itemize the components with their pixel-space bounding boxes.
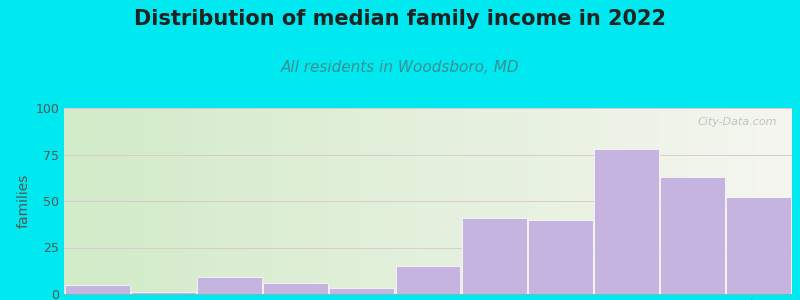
Bar (131, 292, 196, 294)
Bar (65, 285, 130, 294)
Bar (263, 283, 328, 294)
Bar (594, 149, 659, 294)
Bar (726, 197, 791, 294)
Text: City-Data.com: City-Data.com (698, 117, 778, 127)
Bar (462, 218, 526, 294)
Bar (395, 266, 461, 294)
Text: All residents in Woodsboro, MD: All residents in Woodsboro, MD (281, 60, 519, 75)
Text: Distribution of median family income in 2022: Distribution of median family income in … (134, 9, 666, 29)
Bar (197, 277, 262, 294)
Y-axis label: families: families (17, 174, 31, 228)
Bar (528, 220, 593, 294)
Bar (660, 177, 725, 294)
Bar (330, 288, 394, 294)
